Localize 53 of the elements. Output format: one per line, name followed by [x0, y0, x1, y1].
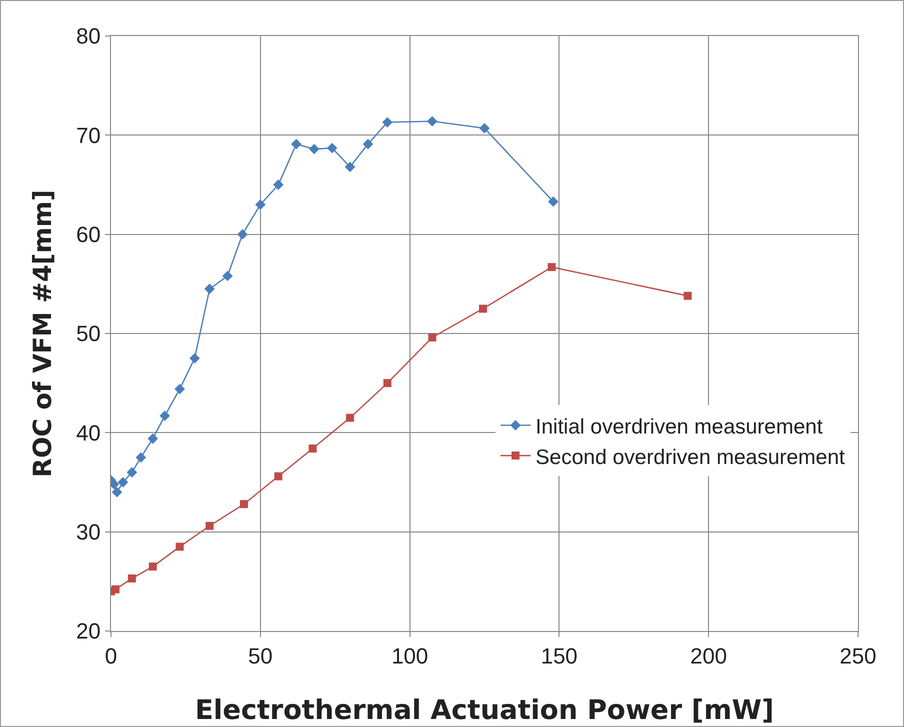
point: [291, 138, 302, 150]
y-tick-label: 60: [76, 222, 101, 248]
point: [174, 384, 185, 394]
point: [206, 522, 214, 530]
point: [479, 123, 490, 134]
point: [240, 500, 248, 508]
point: [479, 304, 488, 313]
y-tick-label: 70: [76, 122, 101, 148]
x-axis-title: Electrothermal Actuation Power [mW]: [194, 695, 774, 726]
point: [148, 562, 157, 571]
y-tick-label: 30: [76, 520, 101, 545]
legend-label: Initial overdriven measurement: [536, 415, 823, 438]
point: [383, 379, 392, 388]
y-tick-label: 20: [76, 618, 101, 644]
point: [326, 142, 338, 154]
y-tick-label: 40: [76, 420, 101, 446]
x-tick-label: 250: [840, 643, 876, 668]
point: [274, 472, 282, 480]
x-tick-label: 0: [104, 643, 118, 668]
point: [382, 117, 393, 128]
legend-label: Second overdriven measurement: [536, 446, 846, 469]
point: [346, 414, 354, 422]
point: [237, 229, 248, 240]
point: [308, 444, 317, 453]
point: [111, 585, 120, 594]
y-axis-title: ROC of VFM #4[mm]: [28, 190, 57, 478]
point: [126, 467, 138, 478]
x-tick-label: 100: [391, 643, 428, 668]
x-tick-label: 50: [248, 643, 273, 668]
point: [136, 452, 146, 463]
point: [189, 353, 200, 364]
point: [204, 284, 215, 294]
point: [118, 477, 128, 488]
point: [362, 138, 374, 150]
point: [273, 180, 284, 190]
point: [255, 199, 266, 210]
point: [128, 574, 136, 582]
y-tick-label: 50: [76, 321, 101, 346]
x-tick-label: 200: [690, 643, 727, 668]
point: [427, 116, 438, 126]
point: [176, 542, 184, 551]
point: [548, 263, 556, 272]
point: [112, 486, 122, 498]
point: [684, 292, 692, 300]
point: [160, 410, 170, 422]
point: [428, 333, 436, 342]
point: [548, 196, 558, 207]
point: [344, 162, 356, 172]
point: [222, 270, 233, 282]
point: [148, 433, 158, 444]
point: [308, 144, 320, 154]
y-tick-label: 80: [76, 24, 101, 49]
x-tick-label: 150: [540, 643, 578, 668]
